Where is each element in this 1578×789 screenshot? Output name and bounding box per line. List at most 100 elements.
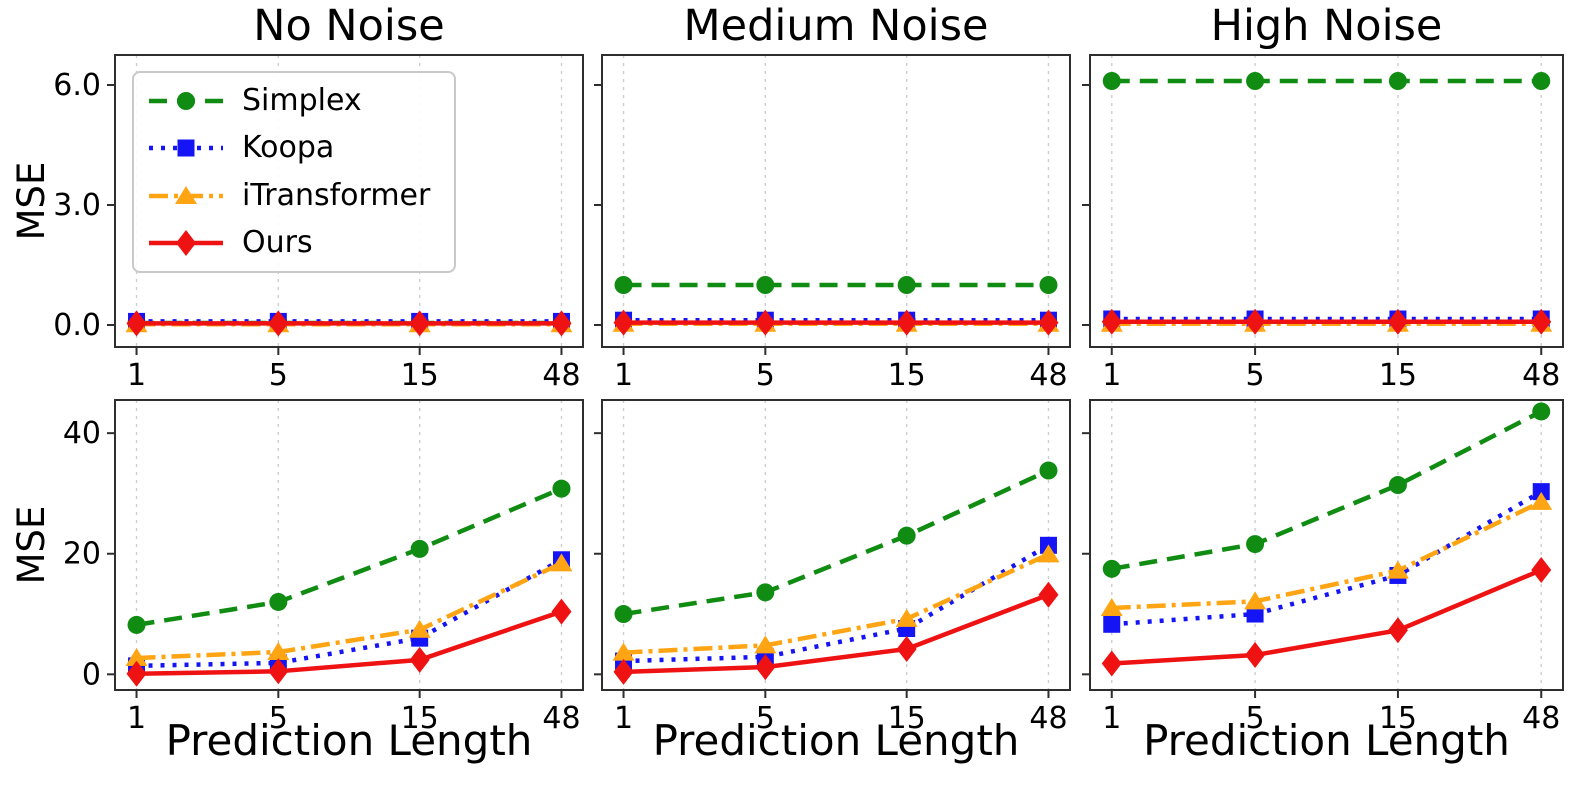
marker-itransformer	[1037, 544, 1060, 563]
x-tick-label: 48	[542, 358, 580, 393]
y-tick-label: 6.0	[53, 68, 101, 103]
marker-simplex	[897, 526, 916, 545]
marker-itransformer	[754, 635, 777, 654]
series-line-ours	[623, 592, 1050, 675]
plot-bottom-medium-noise: 1 5 15 48	[594, 399, 1071, 736]
marker-simplex	[756, 276, 775, 294]
marker-ours	[755, 309, 776, 336]
x-tick-label: 15	[1379, 701, 1417, 736]
x-tick-label: 1	[1102, 701, 1121, 736]
marker-ours	[1101, 650, 1122, 677]
series-line-ours	[1111, 567, 1543, 666]
x-tick-label: 15	[888, 358, 926, 393]
x-tick-label: 5	[269, 358, 288, 393]
marker-ours	[896, 636, 917, 663]
axes-spines	[114, 399, 584, 691]
marker-ours	[613, 658, 634, 685]
marker-simplex	[552, 479, 571, 498]
legend-sample-itransformer	[149, 185, 223, 204]
marker-itransformer	[267, 642, 290, 661]
x-tick-label: 1	[127, 358, 146, 393]
legend-sample-marker	[175, 185, 197, 204]
axes-spines	[114, 54, 584, 348]
marker-ours	[126, 660, 147, 687]
y-tick-label: 3.0	[53, 188, 101, 223]
legend-sample-marker	[177, 139, 195, 157]
marker-itransformer	[895, 608, 918, 627]
x-tick-label: 48	[542, 701, 580, 736]
legend-label-koopa: Koopa	[242, 130, 335, 166]
panel-title-high-noise: High Noise	[1210, 1, 1443, 51]
marker-itransformer	[125, 648, 148, 667]
y-tick-label: 40	[63, 416, 101, 451]
x-tick-label: 15	[401, 358, 439, 393]
marker-ours	[1038, 581, 1059, 608]
marker-simplex	[269, 592, 288, 611]
axes-spines	[601, 54, 1071, 348]
marker-ours	[1101, 308, 1122, 335]
marker-ours	[1038, 309, 1059, 336]
marker-ours	[1387, 308, 1408, 335]
legend-item-itransformer: iTransformer	[134, 172, 454, 219]
legend-sample-ours	[149, 230, 223, 257]
x-tick-label: 15	[1379, 358, 1417, 393]
marker-ours	[1245, 308, 1266, 335]
marker-simplex	[410, 539, 429, 558]
marker-koopa	[1103, 615, 1121, 633]
x-tick-label: 5	[1246, 358, 1265, 393]
series-line-simplex	[623, 468, 1050, 617]
x-axis-label-left: Prediction Length	[165, 716, 533, 765]
marker-simplex	[1246, 535, 1265, 554]
marker-ours	[1531, 308, 1552, 335]
marker-ours	[268, 310, 289, 337]
marker-ours	[551, 598, 572, 625]
marker-simplex	[897, 276, 916, 294]
y-tick-label: 20	[63, 537, 101, 572]
legend-item-koopa: Koopa	[134, 125, 454, 172]
plot-bottom-high-noise: 1 5 15 48	[1082, 399, 1564, 736]
y-tick-label: 0	[82, 657, 101, 692]
axes-spines	[1089, 54, 1564, 348]
legend-label-itransformer: iTransformer	[242, 177, 431, 213]
marker-simplex	[1039, 276, 1058, 294]
marker-itransformer	[1386, 560, 1409, 579]
x-tick-label: 5	[756, 358, 775, 393]
x-axis-label-right: Prediction Length	[1143, 716, 1510, 765]
marker-simplex	[614, 605, 633, 624]
x-tick-label: 5	[1246, 701, 1265, 736]
marker-itransformer	[1100, 598, 1123, 617]
marker-itransformer	[612, 642, 635, 661]
series-line-ours	[136, 609, 563, 676]
marker-simplex	[1102, 72, 1121, 90]
axes-spines	[1089, 399, 1564, 691]
series-line-simplex	[1111, 409, 1543, 572]
series-line-itransformer	[136, 561, 563, 661]
x-tick-label: 48	[1522, 358, 1560, 393]
marker-itransformer	[1530, 491, 1553, 510]
series-line-itransformer	[1111, 499, 1543, 611]
panel-title-medium-noise: Medium Noise	[683, 1, 989, 51]
x-tick-label: 48	[1522, 701, 1560, 736]
y-tick-label: 0.0	[53, 308, 101, 343]
marker-ours	[409, 310, 430, 337]
marker-simplex	[1532, 72, 1551, 90]
axes-spines	[601, 399, 1071, 691]
series-line-simplex	[136, 486, 563, 628]
x-tick-label: 48	[1029, 701, 1067, 736]
x-tick-label: 5	[269, 701, 288, 736]
marker-koopa	[1246, 605, 1264, 623]
marker-ours	[1387, 617, 1408, 644]
marker-ours	[896, 309, 917, 336]
panel-title-no-noise: No Noise	[253, 1, 445, 51]
x-tick-label: 48	[1029, 358, 1067, 393]
legend-sample-marker	[176, 230, 196, 257]
series-line-itransformer	[623, 552, 1050, 655]
legend-sample-marker	[177, 91, 195, 110]
series-line-koopa	[1111, 489, 1543, 627]
marker-simplex	[127, 615, 146, 634]
plot-top-high-noise: 1 5 15 48	[1082, 54, 1564, 393]
marker-ours	[755, 654, 776, 681]
x-tick-label: 5	[756, 701, 775, 736]
x-tick-label: 15	[401, 701, 439, 736]
